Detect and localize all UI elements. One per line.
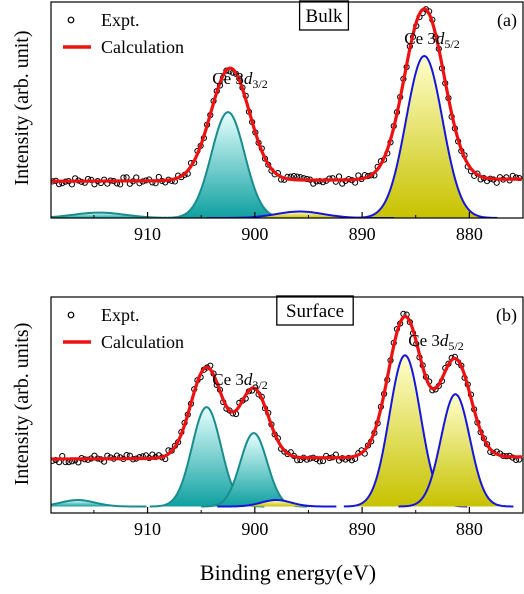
panel-surface-component-curve-5 [217, 499, 337, 508]
panel-bulk-x-tick-label: 900 [241, 224, 268, 244]
panel-surface-panel-tag: (b) [496, 305, 517, 326]
panel-surface-y-axis-title: Intensity (arb. units) [11, 323, 33, 486]
panel-surface-component-fill-5 [216, 500, 337, 507]
panel-surface-component-fill-3 [342, 355, 468, 507]
panel-surface-x-tick-label: 910 [134, 519, 161, 539]
panel-surface-x-tick-label: 880 [456, 519, 483, 539]
panel-surface-component-fill-4 [397, 394, 514, 507]
panel-surface-legend-expt-marker [67, 311, 75, 319]
panel-surface-component-fill-0 [148, 407, 265, 507]
panel-surface-peak-label-d32: Ce 3d3/2 [212, 370, 267, 392]
panel-bulk-legend-expt-label: Expt. [101, 10, 140, 30]
panel-bulk-calculation-curve [51, 7, 522, 183]
panel-bulk: 910 900 890 880 Intensity (arb. unit) Expt. Ca… [11, 0, 524, 244]
panel-bulk-peak-label-d52: Ce 3d5/2 [404, 29, 459, 51]
panel-bulk-peak-label-d32: Ce 3d3/2 [212, 69, 267, 91]
panel-bulk-legend-expt-marker [67, 16, 75, 24]
panel-bulk-plot-area [51, 6, 523, 218]
panel-surface-peak-label-d52: Ce 3d5/2 [408, 331, 463, 353]
panel-bulk-component-fill-0 [161, 112, 295, 218]
panel-bulk-x-tick-label: 880 [456, 224, 483, 244]
panel-bulk-box-frame [298, 0, 350, 31]
panel-bulk-frame [50, 1, 524, 219]
panel-surface-plot-area [51, 310, 523, 508]
panel-bulk-component-curve-2 [352, 54, 498, 218]
panel-surface-component-curve-2 [51, 499, 147, 508]
panel-surface-legend-calc-label: Calculation [101, 332, 184, 352]
panel-bulk-component-fill-3 [205, 211, 395, 218]
panel-surface-component-fill-2 [51, 500, 147, 507]
panel-bulk-y-axis-title: Intensity (arb. unit) [11, 31, 33, 186]
panel-surface-component-curve-4 [398, 393, 514, 508]
panel-surface-frame [50, 296, 524, 514]
panel-bulk-expt-point [493, 179, 500, 186]
panel-bulk-x-tick-label: 910 [134, 224, 161, 244]
panel-surface: 910 900 890 880 Intensity (arb. units) Expt. C… [11, 295, 524, 539]
panel-bulk-x-tick-label: 890 [349, 224, 376, 244]
panel-bulk-box-label: Bulk [306, 6, 343, 27]
panel-bulk-expt-point [223, 67, 230, 74]
x-axis-title: Binding energy(eV) [200, 560, 376, 585]
panel-surface-component-fill-1 [200, 433, 308, 507]
panel-bulk-expt-point [133, 174, 140, 181]
panel-bulk-expt-point [335, 173, 343, 180]
panel-surface-legend-expt-label: Expt. [101, 305, 140, 325]
panel-bulk-component-fill-2 [351, 56, 498, 218]
panel-surface-x-tick-label: 900 [241, 519, 268, 539]
panel-bulk-legend-calc-label: Calculation [101, 37, 184, 57]
panel-bulk-panel-tag: (a) [497, 10, 517, 31]
panel-surface-x-tick-label: 890 [349, 519, 376, 539]
panel-surface-calculation-curve [51, 314, 522, 461]
panel-surface-box-frame [276, 295, 354, 326]
panel-surface-box-label: Surface [286, 301, 344, 322]
panel-bulk-expt-point [123, 174, 130, 181]
